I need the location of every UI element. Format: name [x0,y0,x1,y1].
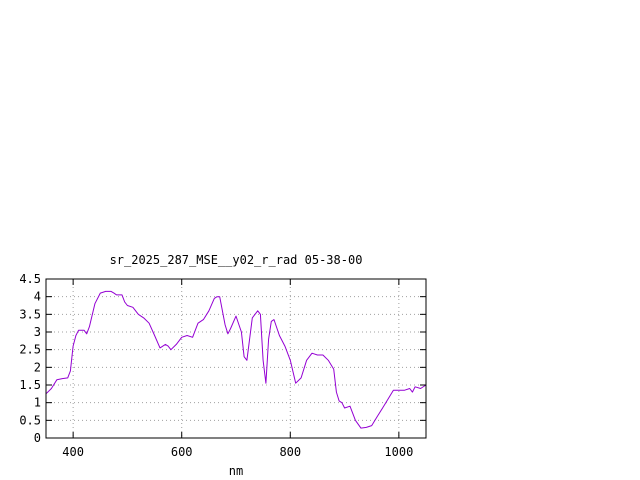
axis-ticks [46,278,426,439]
grid [46,279,426,438]
y-tick-label: 2.5 [19,343,41,357]
y-tick-label: 1 [34,396,41,410]
y-tick-label: 2 [34,360,41,374]
x-tick-label: 600 [171,445,193,459]
chart-title: sr_2025_287_MSE__y02_r_rad 05-38-00 [110,253,363,267]
series-line [45,290,427,429]
y-tick-label: 3 [34,325,41,339]
y-tick-label: 0 [34,431,41,445]
plot-area [45,290,427,429]
plot-frame [45,278,427,439]
axis-tick-labels: 0 0.5 1 1.5 2 2.5 3 3.5 4 4.5 400 600 800 1000 [19,272,413,459]
x-tick-label: 1000 [384,445,413,459]
y-tick-label: 4.5 [19,272,41,286]
x-tick-label: 800 [279,445,301,459]
y-tick-label: 3.5 [19,307,41,321]
x-tick-label: 400 [62,445,84,459]
y-tick-label: 1.5 [19,378,41,392]
y-tick-label: 0.5 [19,413,41,427]
x-axis-label: nm [229,464,243,478]
y-tick-label: 4 [34,290,41,304]
